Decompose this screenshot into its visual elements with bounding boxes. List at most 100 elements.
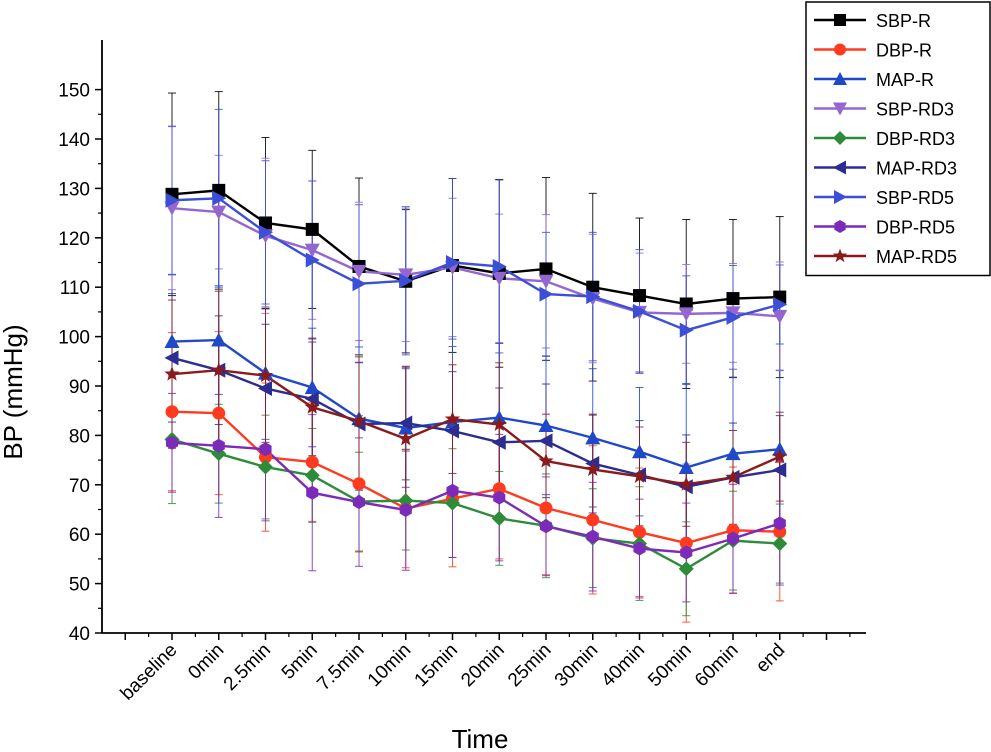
x-tick-label: 7.5min [313,640,368,695]
marker-triangle-down [678,307,694,322]
marker-triangle-up [678,460,694,475]
marker-triangle-down [351,264,367,279]
x-tick-label: 40min [598,640,649,691]
marker-triangle-right [446,255,460,270]
marker-square [679,297,693,311]
x-tick-label: 2.5min [220,640,275,695]
series-line-map-rd5 [171,368,781,486]
y-tick-label: 130 [58,179,90,200]
marker-triangle-left [258,380,272,396]
marker-circle [834,43,846,56]
marker-triangle-down [772,309,788,324]
marker-triangle-down [833,102,847,116]
y-tick-label: 70 [69,476,90,497]
series-line-dbp-rd3 [171,438,780,571]
marker-triangle-up [725,446,741,461]
legend-label: MAP-RD3 [876,159,957,179]
x-tick-label: 60min [691,640,742,691]
marker-triangle-right [586,289,601,305]
marker-square [726,292,740,306]
marker-triangle-left [445,423,459,439]
y-tick-label: 150 [58,81,90,102]
marker-circle [586,513,600,527]
marker-hexagon [165,435,179,450]
marker-diamond [445,495,460,511]
marker-triangle-right [726,309,741,325]
marker-star [832,248,848,263]
marker-diamond [772,536,788,552]
marker-diamond [304,467,320,483]
marker-star [257,367,274,383]
marker-triangle-up [398,420,414,435]
x-tick-label: baseline [117,640,182,705]
marker-hexagon [259,442,272,457]
y-tick-label: 90 [69,377,90,398]
marker-hexagon [212,438,225,453]
marker-star [351,413,367,428]
marker-hexagon [680,545,693,560]
marker-triangle-right [212,190,227,206]
marker-triangle-up [585,430,601,445]
x-tick-label: 15min [411,640,462,691]
marker-triangle-left [538,433,553,449]
legend-label: SBP-RD5 [876,188,954,208]
marker-hexagon [306,485,319,500]
x-tick-label: 25min [504,640,555,691]
series-lines [171,189,781,571]
legend-label: SBP-R [876,11,931,31]
marker-triangle-right [352,276,367,292]
legend-label: DBP-RD3 [876,129,955,149]
marker-circle [539,501,553,515]
marker-diamond [678,561,694,577]
marker-star [304,399,320,414]
marker-star [491,416,507,432]
marker-triangle-up [632,444,647,459]
y-tick-label: 80 [69,426,90,447]
marker-diamond [833,131,847,145]
marker-square [834,14,846,26]
marker-triangle-left [833,160,846,175]
series-line-map-r [171,338,780,469]
marker-star [211,362,227,377]
marker-hexagon [586,529,599,544]
marker-circle [726,523,740,537]
marker-triangle-up [833,72,847,85]
marker-square [539,262,553,276]
marker-circle [773,525,787,539]
marker-star [398,430,414,446]
y-axis-label: BP (mmHg) [0,324,28,459]
marker-triangle-up [538,418,554,433]
y-tick-label: 60 [69,525,90,546]
marker-hexagon [399,502,412,517]
marker-diamond [258,459,273,475]
x-axis-label: Time [452,724,509,752]
marker-hexagon [726,531,740,546]
marker-circle [633,525,646,539]
legend-label: MAP-RD5 [876,247,957,267]
legend-label: MAP-R [876,70,934,90]
marker-triangle-left [304,391,319,407]
legend: SBP-R DBP-R MAP-R SBP-RD3 DBP-RD3 MAP-RD3 SBP-… [805,1,991,277]
marker-triangle-left [398,415,413,431]
marker-triangle-right [773,296,788,312]
marker-hexagon [352,495,366,510]
marker-star [444,411,461,426]
marker-hexagon [493,490,506,505]
series-line-sbp-rd5 [171,197,781,332]
marker-star [678,476,694,491]
marker-square [305,222,319,236]
series-line-map-rd3 [171,356,780,489]
y-tick-label: 110 [60,278,90,299]
marker-triangle-right [539,286,554,302]
marker-square [586,280,600,294]
marker-star [725,469,741,484]
marker-triangle-down [491,271,507,286]
series-line-dbp-rd5 [171,441,781,554]
marker-triangle-left [164,350,179,366]
marker-triangle-up [211,332,227,347]
marker-triangle-down [398,268,414,283]
marker-triangle-left [491,434,506,450]
marker-star [585,461,601,476]
